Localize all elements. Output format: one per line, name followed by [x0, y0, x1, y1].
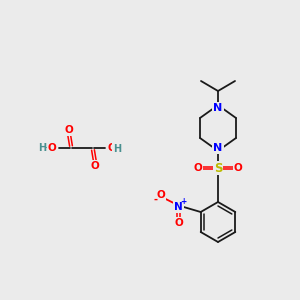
Text: +: + [181, 197, 187, 206]
Text: S: S [214, 161, 222, 175]
Text: O: O [194, 163, 202, 173]
Text: N: N [213, 143, 223, 153]
Text: O: O [234, 163, 242, 173]
Text: O: O [48, 143, 56, 153]
Text: N: N [174, 202, 183, 212]
Text: H: H [113, 143, 121, 154]
Text: O: O [174, 218, 183, 228]
Text: ·: · [46, 143, 49, 154]
Text: N: N [213, 103, 223, 113]
Text: O: O [108, 143, 116, 153]
Text: O: O [156, 190, 165, 200]
Text: H: H [38, 143, 46, 153]
Text: -: - [154, 195, 158, 205]
Text: O: O [64, 125, 74, 135]
Text: O: O [91, 161, 99, 171]
